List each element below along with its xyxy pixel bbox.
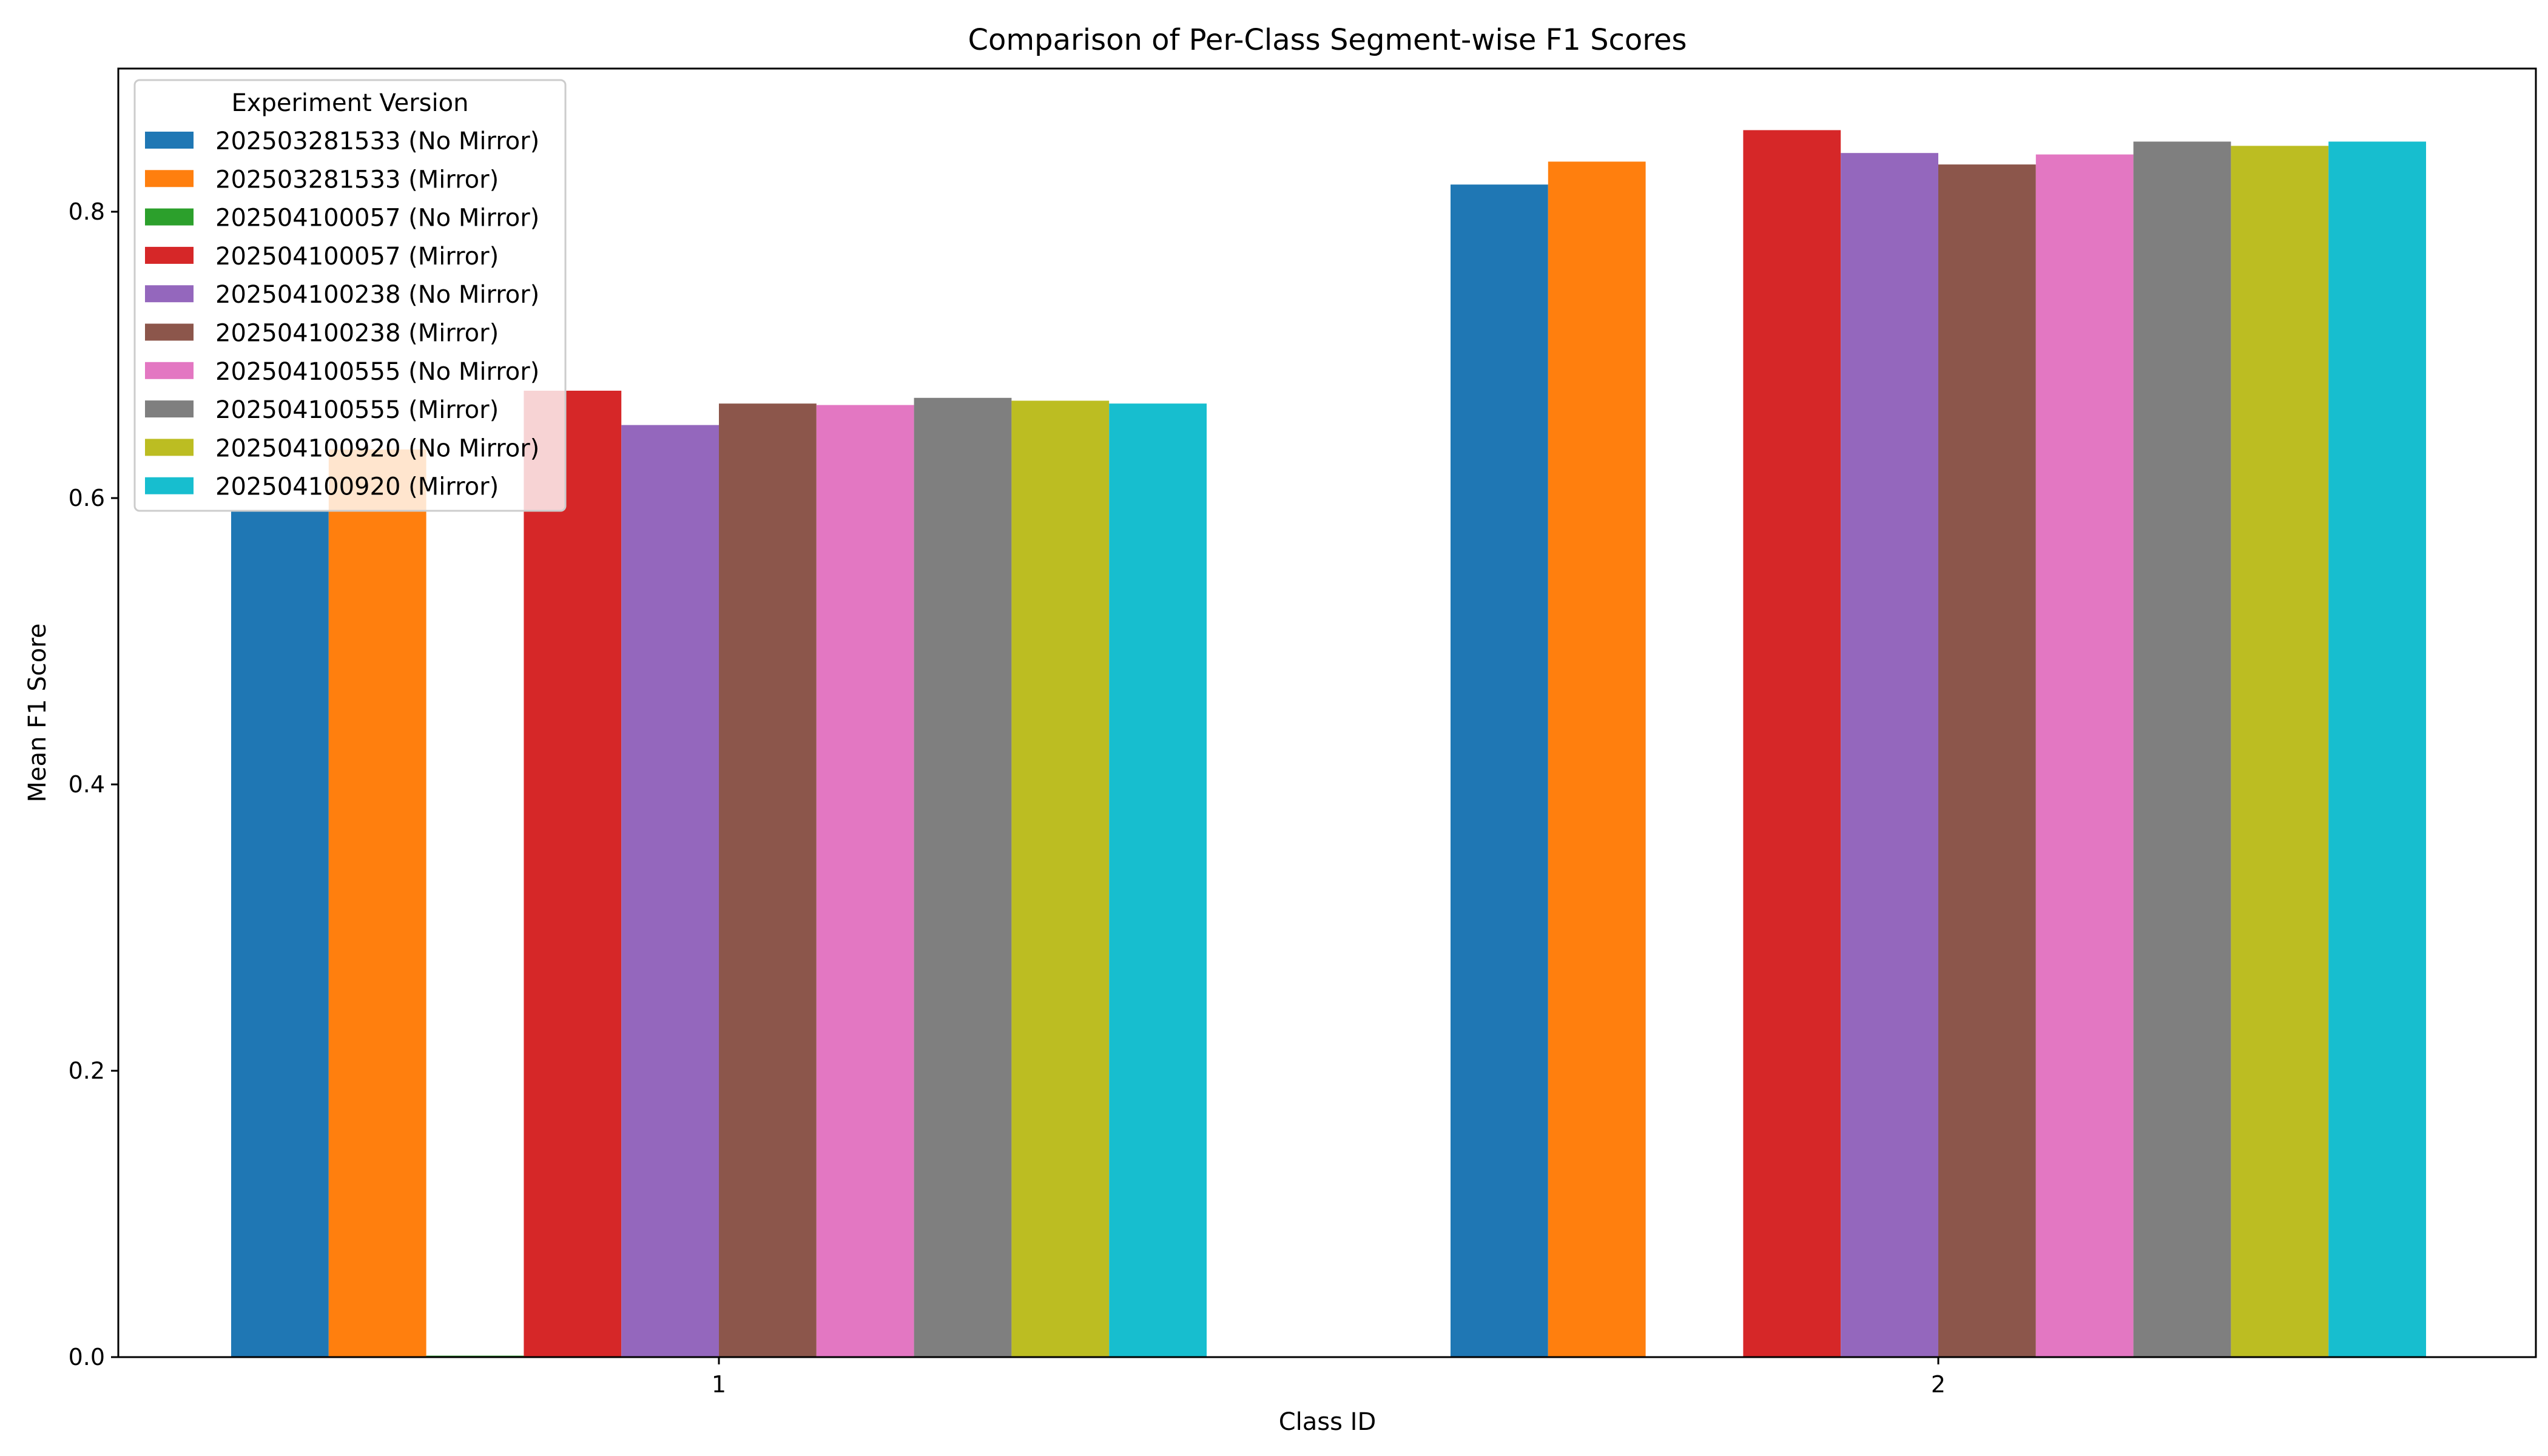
legend-label: 202504100920 (Mirror) bbox=[215, 473, 499, 501]
legend-swatch bbox=[145, 323, 194, 341]
legend-label: 202503281533 (No Mirror) bbox=[215, 127, 539, 155]
legend-label: 202503281533 (Mirror) bbox=[215, 166, 499, 194]
y-axis-label: Mean F1 Score bbox=[24, 624, 52, 803]
legend-swatch bbox=[145, 285, 194, 303]
bar-s5-c1 bbox=[621, 425, 719, 1357]
bar-s6-c2 bbox=[1938, 164, 2036, 1358]
bar-s10-c2 bbox=[2328, 141, 2426, 1357]
ticks-group: 0.0 0.2 0.4 0.6 0.8 1 2 bbox=[69, 198, 1946, 1398]
y-tick-label: 0.4 bbox=[69, 771, 105, 798]
legend-label: 202504100238 (No Mirror) bbox=[215, 281, 539, 309]
legend-swatch bbox=[145, 246, 194, 264]
bar-s7-c1 bbox=[816, 405, 914, 1357]
legend-label: 202504100555 (Mirror) bbox=[215, 396, 499, 424]
bar-s4-c2 bbox=[1743, 130, 1841, 1357]
bar-s7-c2 bbox=[2035, 154, 2134, 1358]
legend-title: Experiment Version bbox=[232, 89, 469, 117]
legend-label: 202504100057 (No Mirror) bbox=[215, 204, 539, 232]
legend-label: 202504100555 (No Mirror) bbox=[215, 358, 539, 386]
y-tick-label: 0.8 bbox=[69, 198, 105, 225]
bar-s8-c2 bbox=[2133, 141, 2231, 1357]
legend-swatch bbox=[145, 400, 194, 418]
legend-label: 202504100057 (Mirror) bbox=[215, 243, 499, 271]
bar-s2-c1 bbox=[328, 449, 426, 1357]
bar-s6-c1 bbox=[719, 403, 817, 1358]
legend-box bbox=[133, 79, 567, 512]
y-tick-label: 0.6 bbox=[69, 485, 105, 511]
bar-s8-c1 bbox=[914, 397, 1012, 1357]
legend-swatch bbox=[145, 477, 194, 494]
bar-s9-c1 bbox=[1011, 400, 1110, 1357]
legend-label: 202504100238 (Mirror) bbox=[215, 320, 499, 348]
legend-swatch bbox=[145, 132, 194, 149]
x-axis-label: Class ID bbox=[1279, 1408, 1377, 1436]
legend-swatch bbox=[145, 362, 194, 379]
legend-items: 202503281533 (No Mirror) 202503281533 (Mi… bbox=[145, 127, 539, 501]
bar-s4-c1 bbox=[524, 391, 622, 1357]
bar-s2-c2 bbox=[1548, 161, 1646, 1357]
x-tick-label: 1 bbox=[712, 1371, 726, 1398]
x-tick-label: 2 bbox=[1931, 1371, 1946, 1398]
bars-group bbox=[231, 130, 2426, 1358]
bar-s9-c2 bbox=[2231, 146, 2329, 1357]
bar-s10-c1 bbox=[1109, 403, 1207, 1358]
legend-swatch bbox=[145, 208, 194, 226]
bar-s5-c2 bbox=[1841, 153, 1938, 1358]
legend: Experiment Version 202503281533 (No Mirr… bbox=[133, 79, 567, 512]
legend-swatch bbox=[145, 170, 194, 187]
bar-s1-c1 bbox=[231, 511, 329, 1358]
chart-title: Comparison of Per-Class Segment-wise F1 … bbox=[968, 23, 1687, 57]
plot-frame bbox=[117, 67, 2537, 1358]
bar-s1-c2 bbox=[1451, 184, 1548, 1358]
y-tick-label: 0.0 bbox=[69, 1344, 105, 1370]
legend-swatch bbox=[145, 439, 194, 456]
y-tick-label: 0.2 bbox=[69, 1057, 105, 1084]
legend-label: 202504100920 (No Mirror) bbox=[215, 434, 539, 462]
